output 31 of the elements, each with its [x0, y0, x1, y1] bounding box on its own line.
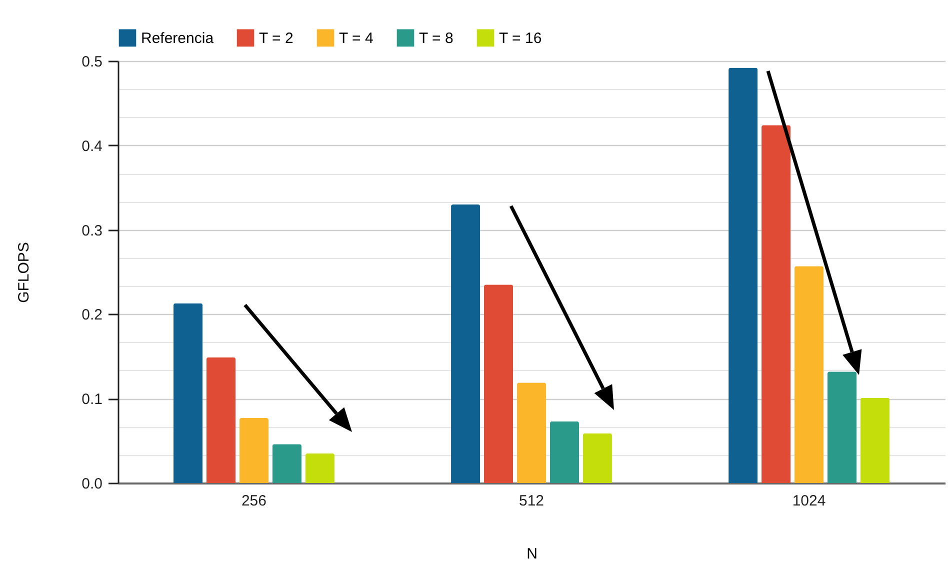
y-tick-label: 0.0: [82, 476, 102, 492]
bar: [550, 421, 579, 483]
bar: [582, 433, 612, 483]
legend-label: T = 4: [339, 30, 374, 47]
bar: [728, 68, 758, 483]
y-axis-title: GFLOPS: [16, 242, 33, 303]
x-axis-title: N: [526, 546, 538, 562]
bar: [239, 418, 268, 483]
bar: [451, 204, 480, 483]
bar: [272, 444, 302, 483]
legend-label: Referencia: [141, 30, 214, 47]
bar: [174, 303, 203, 483]
bar: [484, 284, 514, 483]
legend-label: T = 8: [419, 30, 454, 47]
x-tick-label: 1024: [792, 492, 826, 510]
bar: [516, 382, 546, 483]
bar: [794, 266, 824, 483]
legend-label: T = 2: [259, 30, 294, 47]
x-tick-label: 512: [518, 492, 544, 510]
bar: [206, 357, 236, 483]
bar: [827, 372, 857, 483]
bar: [860, 398, 890, 483]
y-tick-label: 0.5: [82, 54, 102, 70]
y-tick-label: 0.2: [82, 306, 102, 324]
x-tick-label: 256: [241, 492, 266, 510]
bar: [305, 453, 334, 483]
legend-label: T = 16: [499, 30, 542, 47]
bar: [762, 125, 791, 483]
y-tick-label: 0.1: [82, 391, 102, 408]
y-tick-label: 0.4: [82, 138, 102, 155]
y-tick-label: 0.3: [82, 222, 102, 240]
